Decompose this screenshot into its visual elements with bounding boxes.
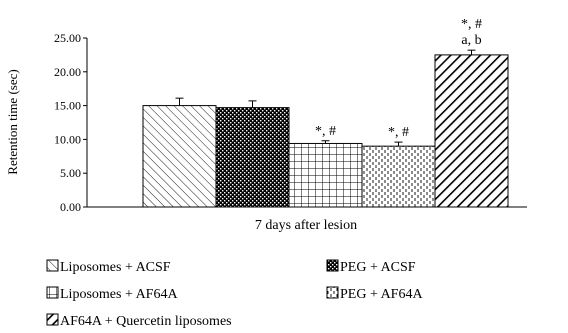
- bar: [361, 145, 436, 208]
- y-axis-ticks: 0.00 5.00 10.00 15.00 20.00 25.00: [54, 31, 87, 214]
- y-tick-label: 10.00: [54, 132, 81, 146]
- legend-label: PEG + AF64A: [340, 287, 423, 302]
- y-tick-label: 0.00: [60, 200, 81, 214]
- legend-label: Liposomes + ACSF: [60, 260, 171, 275]
- error-bars-group: [175, 49, 476, 147]
- bars-group: [142, 54, 509, 208]
- legend-label: Liposomes + AF64A: [60, 287, 178, 302]
- legend-label: AF64A + Quercetin liposomes: [60, 314, 232, 329]
- legend: Liposomes + ACSF PEG + ACSF Liposomes + AF…: [46, 259, 423, 329]
- legend-label: PEG + ACSF: [340, 260, 416, 275]
- significance-label: *, #: [461, 17, 482, 32]
- legend-swatch: [46, 259, 59, 272]
- significance-annotations: *, # *, #*, #a, b: [315, 17, 482, 140]
- y-tick-label: 5.00: [60, 166, 81, 180]
- bar: [288, 142, 363, 208]
- legend-swatch: [46, 286, 59, 299]
- bar: [434, 54, 509, 208]
- y-axis-title: Retention time (sec): [5, 69, 20, 174]
- y-tick-label: 20.00: [54, 65, 81, 79]
- significance-label: *, #: [315, 124, 336, 139]
- legend-swatch: [326, 259, 339, 272]
- bar: [215, 107, 290, 208]
- bar: [142, 105, 217, 208]
- significance-label: *, #: [388, 125, 409, 140]
- legend-swatch: [326, 286, 339, 299]
- y-tick-label: 25.00: [54, 31, 81, 45]
- legend-swatch: [46, 313, 59, 326]
- y-tick-label: 15.00: [54, 99, 81, 113]
- x-axis-label: 7 days after lesion: [255, 218, 357, 233]
- significance-label: a, b: [461, 33, 481, 48]
